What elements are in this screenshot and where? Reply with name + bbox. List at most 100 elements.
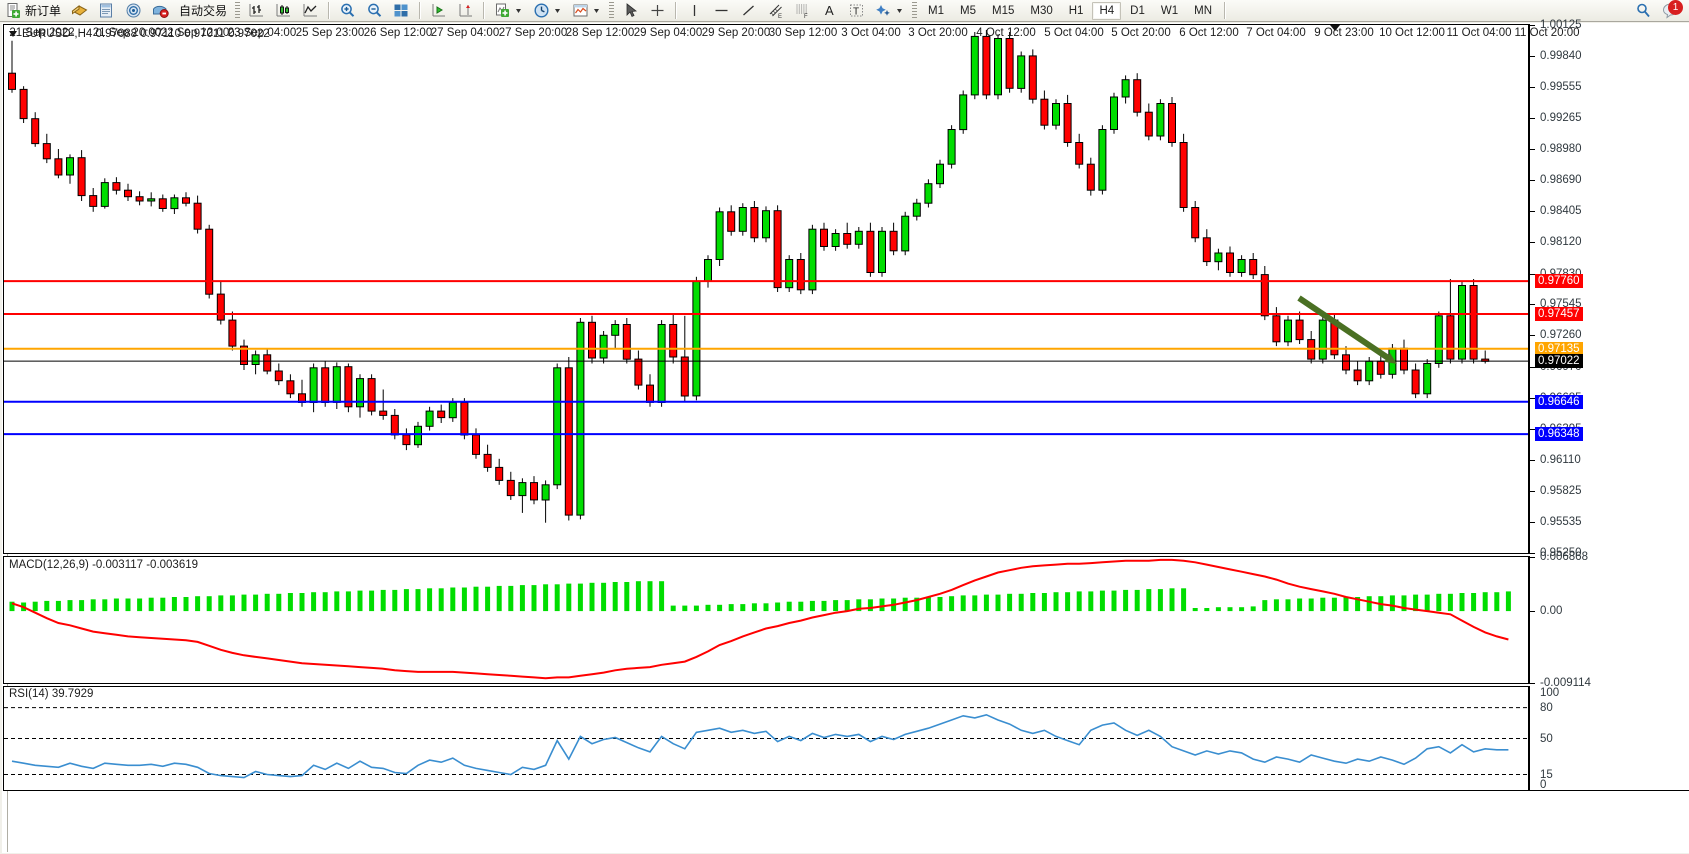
timeframe-h1[interactable]: H1 — [1068, 4, 1084, 17]
timeframe-m1[interactable]: M1 — [928, 4, 945, 17]
text-label-button[interactable]: T — [844, 0, 869, 21]
price-candles — [4, 29, 1528, 523]
macd-axis: 0.006868 0.00 -0.009114 — [1529, 551, 1689, 689]
rsi-tick: 0 — [1540, 779, 1547, 791]
time-tick: 6 Oct 12:00 — [1179, 27, 1239, 39]
rsi-tick: 80 — [1540, 701, 1553, 714]
vertical-line-icon — [686, 2, 703, 19]
price-level-support-1[interactable]: 0.96646 — [1535, 394, 1583, 409]
price-tick: 0.96110 — [1540, 453, 1581, 466]
auto-scroll-button[interactable] — [426, 0, 451, 21]
zoom-out-icon — [366, 2, 383, 19]
price-tick: 0.98405 — [1540, 205, 1582, 218]
time-tick: 27 Sep 20:00 — [498, 27, 568, 39]
price-level-current-price[interactable]: 0.97022 — [1535, 354, 1583, 369]
time-tick: 27 Sep 04:00 — [430, 27, 500, 39]
timeframe-mn[interactable]: MN — [1194, 4, 1212, 17]
time-tick: 10 Oct 12:00 — [1379, 27, 1445, 39]
timeframe-d1[interactable]: D1 — [1130, 4, 1145, 17]
price-level-resistance-2[interactable]: 0.97760 — [1535, 274, 1583, 289]
rsi-pane[interactable]: RSI(14) 39.7929 — [3, 686, 1529, 791]
market-watch-button[interactable] — [67, 0, 92, 21]
timeframe-m5[interactable]: M5 — [960, 4, 976, 17]
symbol-ohlc-text: EURUSD-,H4 0.97088 0.97110 0.97011 0.970… — [22, 28, 270, 40]
time-tick: 5 Oct 20:00 — [1111, 27, 1171, 39]
horizontal-line-button[interactable] — [709, 0, 734, 21]
new-order-label: 新订单 — [25, 4, 62, 18]
indicators-button[interactable] — [490, 0, 527, 21]
chart-area[interactable]: EURUSD-,H4 0.97088 0.97110 0.97011 0.970… — [2, 19, 1689, 853]
equidistant-channel-icon: E — [767, 2, 784, 19]
templates-icon — [572, 2, 589, 19]
price-tick: 0.99555 — [1540, 80, 1582, 93]
objects-dropdown-icon[interactable] — [895, 2, 904, 19]
crosshair-button[interactable] — [645, 0, 670, 21]
objects-icon — [875, 2, 892, 19]
vertical-line-button[interactable] — [682, 0, 707, 21]
symbol-header[interactable]: EURUSD-,H4 0.97088 0.97110 0.97011 0.970… — [9, 28, 270, 40]
zoom-out-button[interactable] — [362, 0, 387, 21]
macd-pane[interactable]: MACD(12,26,9) -0.003117 -0.003619 — [3, 556, 1529, 684]
objects-button[interactable] — [871, 0, 908, 21]
time-tick: 21 Sep 20:00 — [92, 27, 162, 39]
data-window-button[interactable] — [94, 0, 119, 21]
price-tick: 1.00125 — [1540, 19, 1582, 31]
price-tick: 0.98120 — [1540, 236, 1582, 249]
fibonacci-button[interactable]: F — [790, 0, 815, 21]
rsi-tick: 15 — [1540, 768, 1553, 781]
trendline-button[interactable] — [736, 0, 761, 21]
text-icon: A — [821, 2, 838, 19]
navigator-button[interactable] — [121, 0, 146, 21]
toolbar-grip-2[interactable] — [609, 2, 615, 19]
price-level-support-2[interactable]: 0.96348 — [1535, 427, 1583, 442]
price-level-pivot[interactable]: 0.97135 — [1535, 341, 1583, 356]
chart-grid-button[interactable] — [389, 0, 414, 21]
alerts-button[interactable]: 1 — [1658, 0, 1683, 21]
timeframe-h4[interactable]: H4 — [1092, 1, 1122, 20]
fibonacci-icon: F — [794, 2, 811, 19]
equidistant-channel-button[interactable]: E — [763, 0, 788, 21]
period-button[interactable] — [529, 0, 566, 21]
text-button[interactable]: A — [817, 0, 842, 21]
auto-trading-button[interactable]: 自动交易 — [175, 0, 231, 21]
price-tick: 0.99840 — [1540, 49, 1582, 62]
search-icon — [1635, 2, 1652, 19]
trendline-icon — [740, 2, 757, 19]
search-button[interactable] — [1631, 0, 1656, 21]
toolbar-separator-4 — [675, 2, 678, 19]
symbol-caret-icon[interactable] — [9, 30, 17, 37]
price-level-resistance-1[interactable]: 0.97457 — [1535, 307, 1583, 321]
new-order-button[interactable]: 新订单 — [1, 0, 65, 21]
toolbar-grip-1[interactable] — [235, 2, 241, 19]
time-tick: 5 Oct 04:00 — [1044, 27, 1104, 39]
text-label-icon: T — [848, 2, 865, 19]
data-window-icon — [98, 2, 115, 19]
toolbar-grip-3[interactable] — [912, 2, 918, 19]
price-axis[interactable]: 1.00125 0.99840 0.99555 0.99265 0.98980 0.986… — [1529, 19, 1689, 559]
zoom-in-button[interactable] — [335, 0, 360, 21]
macd-tick: 0.00 — [1540, 605, 1563, 618]
period-dropdown-icon[interactable] — [553, 2, 562, 19]
templates-dropdown-icon[interactable] — [592, 2, 601, 19]
time-tick: 11 Oct 04:00 — [1446, 27, 1512, 39]
svg-text:E: E — [778, 14, 782, 19]
chart-collapse-icon[interactable] — [1330, 25, 1340, 31]
bar-chart-button[interactable] — [244, 0, 269, 21]
cursor-icon — [622, 2, 639, 19]
terminal-button[interactable] — [148, 0, 173, 21]
chart-shift-button[interactable] — [453, 0, 478, 21]
timeframe-w1[interactable]: W1 — [1160, 4, 1179, 17]
line-chart-icon — [302, 2, 319, 19]
market-watch-icon — [71, 2, 88, 19]
cursor-button[interactable] — [618, 0, 643, 21]
timeframe-m30[interactable]: M30 — [1030, 4, 1053, 17]
timeframe-m15[interactable]: M15 — [992, 4, 1015, 17]
price-pane[interactable]: EURUSD-,H4 0.97088 0.97110 0.97011 0.970… — [3, 24, 1529, 554]
auto-scroll-icon — [430, 2, 447, 19]
candlestick-chart-button[interactable] — [271, 0, 296, 21]
templates-button[interactable] — [568, 0, 605, 21]
rsi-label: RSI(14) 39.7929 — [9, 688, 94, 700]
line-chart-button[interactable] — [298, 0, 323, 21]
period-icon — [533, 2, 550, 19]
indicators-dropdown-icon[interactable] — [514, 2, 523, 19]
